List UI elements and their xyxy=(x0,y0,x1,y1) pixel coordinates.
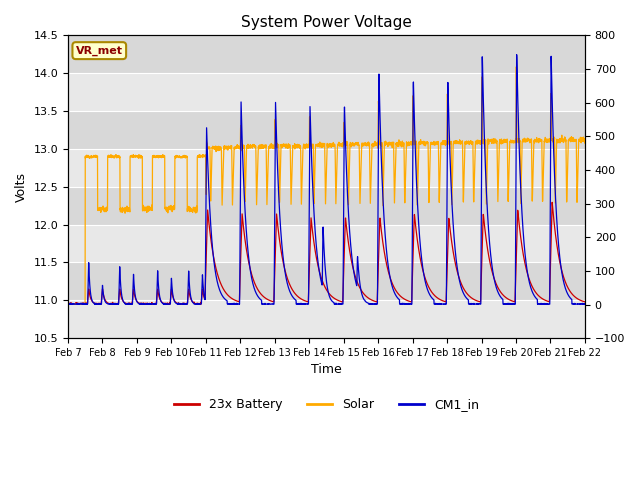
Bar xyxy=(68,36,585,73)
Bar xyxy=(68,187,585,225)
Text: VR_met: VR_met xyxy=(76,46,123,56)
Bar xyxy=(68,300,585,338)
Legend: 23x Battery, Solar, CM1_in: 23x Battery, Solar, CM1_in xyxy=(169,393,484,416)
Bar xyxy=(68,73,585,111)
X-axis label: Time: Time xyxy=(311,363,342,376)
Title: System Power Voltage: System Power Voltage xyxy=(241,15,412,30)
Bar xyxy=(68,263,585,300)
Bar xyxy=(68,111,585,149)
Bar xyxy=(68,225,585,263)
Y-axis label: Volts: Volts xyxy=(15,172,28,202)
Bar xyxy=(68,149,585,187)
